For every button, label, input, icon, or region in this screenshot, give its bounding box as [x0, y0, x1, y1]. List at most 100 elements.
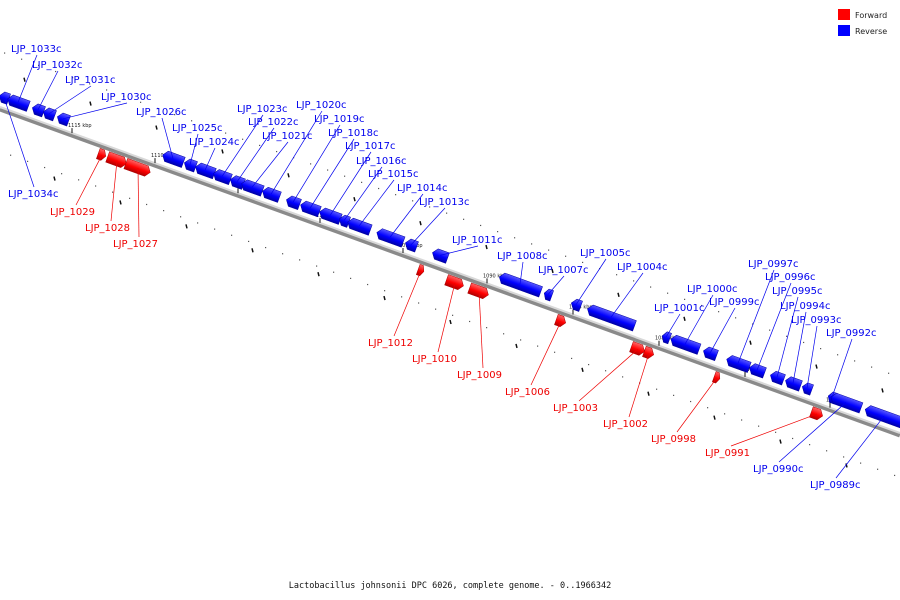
- gene-LJP_1029[interactable]: [96, 148, 107, 161]
- gene-label[interactable]: LJP_1022c: [248, 117, 299, 128]
- gene-LJP_1002[interactable]: [642, 345, 655, 360]
- gene-label[interactable]: LJP_1034c: [8, 189, 59, 200]
- gene-LJP_1024c[interactable]: [194, 162, 217, 180]
- gene-callout-line: [48, 85, 92, 115]
- gene-label[interactable]: LJP_1017c: [345, 141, 396, 152]
- gene-callout-line: [806, 325, 818, 389]
- gene-label[interactable]: LJP_1004c: [617, 262, 668, 273]
- gene-label[interactable]: LJP_1002: [603, 419, 648, 430]
- gene-LJP_1001c[interactable]: [660, 331, 672, 345]
- gene-LJP_0991[interactable]: [809, 406, 824, 421]
- gene-label[interactable]: LJP_0996c: [765, 272, 816, 283]
- gene-LJP_1016c[interactable]: [337, 214, 351, 228]
- gene-label[interactable]: LJP_1008c: [497, 251, 548, 262]
- gene-LJP_0998[interactable]: [711, 371, 721, 384]
- gene-label[interactable]: LJP_0991: [705, 448, 750, 459]
- gene-label[interactable]: LJP_1012: [368, 338, 413, 349]
- gene-callout-line: [665, 313, 681, 338]
- gene-label[interactable]: LJP_1030c: [101, 92, 152, 103]
- gene-LJP_1009[interactable]: [467, 282, 491, 300]
- gene-LJP_1018c[interactable]: [299, 200, 322, 218]
- gene-label[interactable]: LJP_0997c: [748, 259, 799, 270]
- gene-LJP_1030c[interactable]: [55, 112, 71, 127]
- gene-label[interactable]: LJP_1001c: [654, 303, 705, 314]
- gene-LJP_0997c[interactable]: [725, 354, 752, 373]
- gene-label[interactable]: LJP_1019c: [314, 114, 365, 125]
- gene-label[interactable]: LJP_1006: [505, 387, 550, 398]
- gene-LJP_1007c[interactable]: [542, 288, 554, 302]
- gene-label[interactable]: LJP_1024c: [189, 137, 240, 148]
- gene-LJP_1011c[interactable]: [431, 247, 450, 264]
- gene-label[interactable]: LJP_1029: [50, 207, 95, 218]
- gene-LJP_1025c[interactable]: [182, 158, 198, 173]
- gene-label[interactable]: LJP_1020c: [296, 100, 347, 111]
- gene-label[interactable]: LJP_0992c: [826, 328, 877, 339]
- gene-LJP_1034c[interactable]: [0, 91, 11, 105]
- gene-label[interactable]: LJP_1007c: [538, 265, 589, 276]
- gene-label[interactable]: LJP_1015c: [368, 169, 419, 180]
- gene-callout-line: [792, 311, 807, 384]
- gene-LJP_0999c[interactable]: [702, 346, 719, 362]
- gene-LJP_1015c[interactable]: [346, 217, 373, 236]
- gene-callout-line: [575, 258, 607, 305]
- gene-LJP_1032c[interactable]: [30, 103, 46, 118]
- gene-label[interactable]: LJP_0995c: [772, 286, 823, 297]
- gene-label[interactable]: LJP_0989c: [810, 480, 861, 491]
- gene-label[interactable]: LJP_1011c: [452, 235, 503, 246]
- gene-label[interactable]: LJP_1033c: [11, 44, 62, 55]
- gene-label[interactable]: LJP_1005c: [580, 248, 631, 259]
- gene-LJP_1020c[interactable]: [261, 186, 282, 203]
- gene-label[interactable]: LJP_1025c: [172, 123, 223, 134]
- gene-label[interactable]: LJP_1000c: [687, 284, 738, 295]
- gene-label[interactable]: LJP_1018c: [328, 128, 379, 139]
- gene-label[interactable]: LJP_1026c: [136, 107, 187, 118]
- gene-LJP_1027[interactable]: [123, 158, 152, 177]
- scale-tick-label: 1085 kbp: [569, 305, 593, 311]
- gene-LJP_1033c[interactable]: [6, 94, 31, 112]
- gene-label[interactable]: LJP_1013c: [419, 197, 470, 208]
- gene-LJP_1013c[interactable]: [403, 238, 419, 253]
- gene-label[interactable]: LJP_1031c: [65, 75, 116, 86]
- gene-label[interactable]: LJP_0994c: [780, 301, 831, 312]
- gene-LJP_0989c[interactable]: [863, 404, 900, 429]
- gene-LJP_0995c[interactable]: [769, 370, 786, 386]
- gene-LJP_1014c[interactable]: [375, 227, 406, 248]
- gene-LJP_0994c[interactable]: [784, 375, 803, 392]
- gene-label[interactable]: LJP_0993c: [791, 315, 842, 326]
- gene-LJP_0993c[interactable]: [800, 381, 814, 396]
- gene-label[interactable]: LJP_0998: [651, 434, 696, 445]
- gene-label[interactable]: LJP_1009: [457, 370, 502, 381]
- gene-label[interactable]: LJP_1027: [113, 239, 158, 250]
- gene-LJP_1006[interactable]: [554, 314, 567, 328]
- gene-label[interactable]: LJP_1028: [85, 223, 130, 234]
- gene-label[interactable]: LJP_1003: [553, 403, 598, 414]
- gene-label[interactable]: LJP_1014c: [397, 183, 448, 194]
- gene-label[interactable]: LJP_1016c: [356, 156, 407, 167]
- gene-label[interactable]: LJP_0990c: [753, 464, 804, 475]
- gene-LJP_1005c[interactable]: [569, 298, 583, 312]
- gene-LJP_1026c[interactable]: [161, 150, 186, 168]
- gene-callout-line: [161, 117, 174, 159]
- gene-LJP_1010[interactable]: [444, 274, 466, 291]
- gene-LJP_1003[interactable]: [629, 341, 647, 357]
- gene-LJP_1008c[interactable]: [497, 272, 543, 298]
- gene-LJP_1012[interactable]: [415, 263, 425, 277]
- gene-callout-line: [189, 133, 199, 165]
- gene-LJP_1000c[interactable]: [669, 334, 702, 355]
- gene-LJP_1028[interactable]: [105, 151, 129, 169]
- gene-label[interactable]: LJP_1032c: [32, 60, 83, 71]
- gene-LJP_1019c[interactable]: [285, 195, 302, 211]
- gene-LJP_1017c[interactable]: [318, 207, 343, 225]
- gene-callout-line: [578, 348, 639, 402]
- gene-LJP_1021c[interactable]: [240, 178, 265, 197]
- gene-label[interactable]: LJP_1010: [412, 354, 457, 365]
- gene-callout-line: [358, 179, 395, 227]
- gene-label[interactable]: LJP_1023c: [237, 104, 288, 115]
- gene-LJP_1023c[interactable]: [212, 168, 233, 185]
- gene-LJP_1022c[interactable]: [229, 174, 246, 190]
- gene-LJP_0990c[interactable]: [829, 392, 864, 414]
- gene-label[interactable]: LJP_1021c: [262, 131, 313, 142]
- gene-LJP_1004c[interactable]: [586, 304, 637, 332]
- gene-label[interactable]: LJP_0999c: [709, 297, 760, 308]
- gene-LJP_0996c[interactable]: [748, 362, 767, 379]
